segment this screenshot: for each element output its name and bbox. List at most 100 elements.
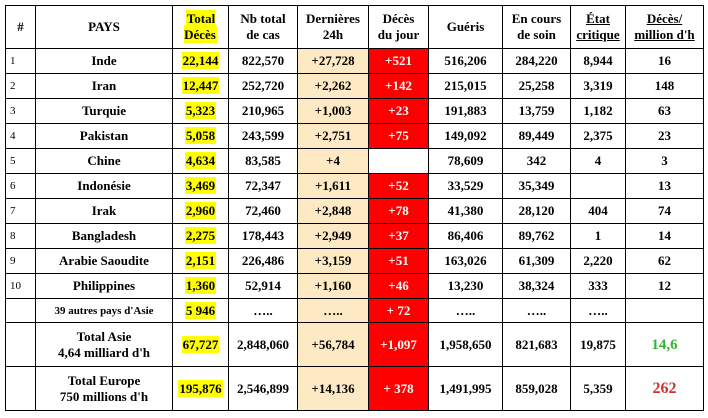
- highlight: 5,058: [184, 127, 217, 144]
- highlight: 2,151: [184, 252, 217, 269]
- table-cell: 83,585: [228, 148, 298, 174]
- table-cell: 8,944: [570, 48, 626, 74]
- table-cell: 4: [5, 123, 36, 149]
- table-cell: 3,469: [172, 173, 229, 199]
- table-cell: 19,875: [570, 322, 626, 367]
- header-cell: Total Décès: [172, 5, 229, 49]
- table-cell: 822,570: [228, 48, 298, 74]
- table-cell: 149,092: [428, 123, 503, 149]
- table-cell: +1,097: [368, 322, 429, 367]
- table-cell: +1,003: [297, 98, 369, 124]
- header-cell: Décès/ million d'h: [625, 5, 704, 49]
- table-cell: 5,359: [570, 366, 626, 411]
- highlight: 195,876: [178, 379, 223, 397]
- highlight: 5,323: [184, 102, 217, 119]
- table-cell: 41,380: [428, 198, 503, 224]
- table-cell: 5,058: [172, 123, 229, 149]
- table-row: 2 Iran 12,447 252,720 +2,262 +142 215,015 25,25…: [5, 73, 704, 99]
- table-cell: +2,848: [297, 198, 369, 224]
- table-cell: 74: [625, 198, 704, 224]
- table-cell: +14,136: [297, 366, 369, 411]
- table-row: Total Europe 750 millions d'h 195,876 2,54…: [5, 366, 704, 411]
- highlight: 22,144: [181, 52, 220, 69]
- table-cell: Indonésie: [35, 173, 173, 199]
- table-row: 39 autres pays d'Asie 5 946…..….. + 72…..……: [5, 298, 704, 323]
- table-cell: 10: [5, 273, 36, 299]
- table-cell: [5, 322, 36, 367]
- table-cell: +46: [368, 273, 429, 299]
- table-cell: 284,220: [502, 48, 571, 74]
- header-cell: Dernières 24h: [297, 5, 369, 49]
- table-cell: Bangladesh: [35, 223, 173, 249]
- table-row: Total Asie 4,64 milliard d'h 67,727 2,848,…: [5, 322, 704, 367]
- table-cell: 89,449: [502, 123, 571, 149]
- table-cell: Arabie Saoudite: [35, 248, 173, 274]
- table-row: 10 Philippines 1,360 52,914 +1,160 +46 13,230 3…: [5, 273, 704, 299]
- table-cell: 28,120: [502, 198, 571, 224]
- table-cell: 13,230: [428, 273, 503, 299]
- table-cell: 262: [625, 366, 704, 411]
- table-cell: 89,762: [502, 223, 571, 249]
- table-cell: 3,319: [570, 73, 626, 99]
- table-cell: 8: [5, 223, 36, 249]
- table-cell: 35,349: [502, 173, 571, 199]
- table-cell: 23: [625, 123, 704, 149]
- table-cell: 5: [5, 148, 36, 174]
- table-cell: 62: [625, 248, 704, 274]
- table-cell: 195,876: [172, 366, 229, 411]
- table-row: 4 Pakistan 5,058 243,599 +2,751 +75 149,092 89,…: [5, 123, 704, 149]
- table-cell: Chine: [35, 148, 173, 174]
- table-cell: Pakistan: [35, 123, 173, 149]
- table-cell: 63: [625, 98, 704, 124]
- table-cell: 16: [625, 48, 704, 74]
- table-cell: 252,720: [228, 73, 298, 99]
- table-cell: + 72: [368, 298, 429, 323]
- table-cell: +1,160: [297, 273, 369, 299]
- table-cell: 859,028: [502, 366, 571, 411]
- table-cell: +52: [368, 173, 429, 199]
- header-cell: Décès du jour: [368, 5, 429, 49]
- table-cell: [625, 298, 704, 323]
- header-text: Décès/ million d'h: [634, 11, 695, 42]
- table-cell: 2,848,060: [228, 322, 298, 367]
- table-cell: 3: [625, 148, 704, 174]
- table-cell: …..: [502, 298, 571, 323]
- table-cell: Total Asie 4,64 milliard d'h: [35, 322, 173, 367]
- table-cell: [368, 148, 429, 174]
- highlight: 2,960: [184, 202, 217, 219]
- table-cell: 25,258: [502, 73, 571, 99]
- table-cell: 7: [5, 198, 36, 224]
- table-cell: +27,728: [297, 48, 369, 74]
- covid-table: # PAYS Total Décès Nb total de cas Dernières…: [5, 5, 704, 411]
- table-cell: 404: [570, 198, 626, 224]
- table-cell: +56,784: [297, 322, 369, 367]
- table-cell: …..: [228, 298, 298, 323]
- table-cell: +51: [368, 248, 429, 274]
- table-cell: 5 946: [172, 298, 229, 323]
- table-cell: 14: [625, 223, 704, 249]
- table-cell: 215,015: [428, 73, 503, 99]
- header-cell: Nb total de cas: [228, 5, 298, 49]
- table-cell: …..: [297, 298, 369, 323]
- table-cell: 4,634: [172, 148, 229, 174]
- table-cell: 52,914: [228, 273, 298, 299]
- table-cell: 72,347: [228, 173, 298, 199]
- table-cell: +2,262: [297, 73, 369, 99]
- table-cell: 2,546,899: [228, 366, 298, 411]
- table-cell: 13,759: [502, 98, 571, 124]
- table-cell: …..: [570, 298, 626, 323]
- table-cell: 3: [5, 98, 36, 124]
- table-cell: 2,151: [172, 248, 229, 274]
- highlight: 12,447: [181, 77, 220, 94]
- table-cell: 86,406: [428, 223, 503, 249]
- table-cell: 4: [570, 148, 626, 174]
- table-cell: +2,949: [297, 223, 369, 249]
- table-cell: 2: [5, 73, 36, 99]
- table-row: 9 Arabie Saoudite 2,151 226,486 +3,159 +51 163…: [5, 248, 704, 274]
- table-cell: +2,751: [297, 123, 369, 149]
- highlight: 3,469: [184, 177, 217, 194]
- table-cell: Inde: [35, 48, 173, 74]
- table-row: 5 Chine 4,634 83,585 +4 78,609 342 4 3: [5, 148, 704, 174]
- table-cell: 39 autres pays d'Asie: [35, 298, 173, 323]
- table-cell: 210,965: [228, 98, 298, 124]
